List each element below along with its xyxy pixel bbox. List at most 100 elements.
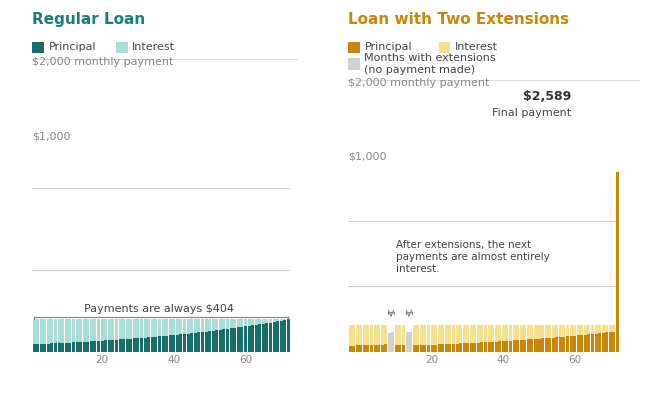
Bar xyxy=(262,319,265,324)
Bar xyxy=(154,337,157,352)
Bar xyxy=(244,319,247,326)
Bar xyxy=(612,332,615,352)
Bar xyxy=(83,342,86,352)
Bar xyxy=(448,325,452,344)
Bar xyxy=(427,345,430,352)
Bar xyxy=(208,319,211,331)
Bar xyxy=(151,319,154,337)
Bar xyxy=(75,319,79,342)
Bar xyxy=(452,325,455,344)
Bar xyxy=(122,339,125,352)
Bar xyxy=(204,319,208,332)
Bar xyxy=(144,337,146,352)
Bar xyxy=(147,319,150,337)
Bar xyxy=(413,346,416,352)
Text: $1,000: $1,000 xyxy=(32,131,71,141)
Bar xyxy=(395,345,398,352)
Bar xyxy=(377,345,380,352)
Bar xyxy=(588,325,590,334)
Bar xyxy=(197,319,201,333)
Bar xyxy=(72,342,75,352)
Bar xyxy=(237,328,240,352)
Bar xyxy=(90,319,93,342)
Bar xyxy=(186,334,190,352)
Bar xyxy=(431,325,433,345)
Text: Months with extensions
(no payment made): Months with extensions (no payment made) xyxy=(364,53,496,74)
Bar xyxy=(50,344,54,352)
Bar xyxy=(273,319,275,322)
Bar xyxy=(516,325,519,340)
Bar xyxy=(377,325,380,345)
Bar xyxy=(355,325,359,346)
Bar xyxy=(566,325,569,336)
Bar xyxy=(40,344,43,352)
Bar xyxy=(555,337,559,352)
Bar xyxy=(115,340,118,352)
Bar xyxy=(373,325,377,345)
Bar xyxy=(420,325,423,345)
Bar xyxy=(179,334,183,352)
Bar xyxy=(562,325,566,337)
Bar xyxy=(64,319,68,343)
Bar xyxy=(86,319,89,342)
Bar xyxy=(555,325,559,337)
Bar xyxy=(165,336,168,352)
Bar xyxy=(527,325,530,339)
Bar xyxy=(544,338,548,352)
Bar xyxy=(455,344,459,352)
Bar xyxy=(616,68,619,352)
Bar xyxy=(392,333,394,352)
Bar xyxy=(32,319,35,344)
Bar xyxy=(541,325,544,338)
Bar xyxy=(580,335,583,352)
Text: Regular Loan: Regular Loan xyxy=(32,12,146,27)
Bar xyxy=(75,342,79,352)
Bar xyxy=(140,338,143,352)
Bar xyxy=(602,325,604,333)
Bar xyxy=(36,344,39,352)
Bar xyxy=(47,319,50,344)
Bar xyxy=(509,341,512,352)
Bar xyxy=(161,319,164,336)
Bar xyxy=(427,325,430,345)
Bar xyxy=(266,323,268,352)
Bar xyxy=(598,325,601,333)
Bar xyxy=(459,344,462,352)
Bar xyxy=(445,325,448,344)
Bar xyxy=(115,319,118,340)
Bar xyxy=(223,319,226,329)
Bar xyxy=(269,323,272,352)
Bar xyxy=(151,337,154,352)
Bar xyxy=(215,319,218,330)
Bar xyxy=(573,336,576,352)
Bar xyxy=(248,326,250,352)
Bar xyxy=(137,319,139,338)
Bar xyxy=(140,319,143,338)
Bar xyxy=(50,319,54,344)
Bar xyxy=(237,319,240,328)
Bar xyxy=(241,327,243,352)
Bar xyxy=(580,325,583,335)
Bar xyxy=(194,319,197,333)
Bar xyxy=(219,330,222,352)
Bar xyxy=(36,319,39,344)
Bar xyxy=(477,343,480,352)
Bar xyxy=(280,321,283,352)
Bar xyxy=(43,319,46,344)
Bar xyxy=(101,319,104,341)
Bar xyxy=(190,333,193,352)
Bar xyxy=(441,325,444,344)
Bar xyxy=(595,325,597,334)
Text: After extensions, the next
payments are almost entirely
interest.: After extensions, the next payments are … xyxy=(397,240,550,274)
Bar xyxy=(473,343,477,352)
Bar xyxy=(226,319,229,329)
Bar xyxy=(605,333,608,352)
Bar xyxy=(609,332,612,352)
Bar xyxy=(491,342,494,352)
Bar xyxy=(520,340,522,352)
Bar xyxy=(112,340,114,352)
Bar xyxy=(466,343,469,352)
Text: $1,000: $1,000 xyxy=(348,152,387,162)
Bar xyxy=(94,319,97,341)
Text: $2,589: $2,589 xyxy=(523,90,571,103)
